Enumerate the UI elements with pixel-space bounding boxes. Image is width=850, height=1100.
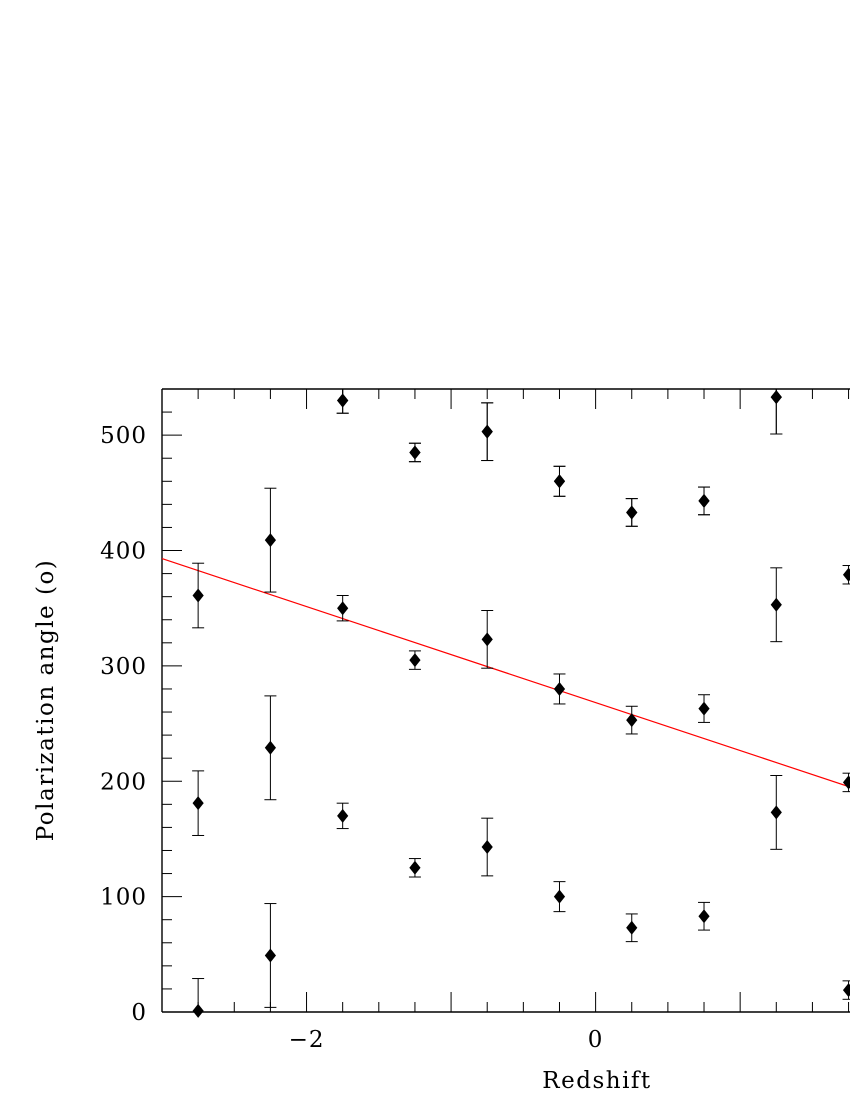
fit-line xyxy=(161,558,850,788)
diamond-marker xyxy=(698,909,710,924)
plot-frame xyxy=(161,388,850,1013)
diamond-marker xyxy=(409,860,421,875)
data-point xyxy=(336,802,349,830)
diamond-marker xyxy=(264,533,277,548)
data-point xyxy=(553,881,566,913)
tick-labels: −2 0 0 100 200 300 400 500 xyxy=(100,423,604,1053)
x-tick-label: −2 xyxy=(289,1027,325,1053)
data-point xyxy=(481,610,494,669)
data-point xyxy=(770,567,783,643)
diamond-marker xyxy=(770,390,782,405)
diamond-marker xyxy=(481,424,493,439)
diamond-marker xyxy=(626,920,638,935)
data-point xyxy=(192,770,205,836)
diamond-marker xyxy=(481,840,493,855)
y-tick-label: 0 xyxy=(131,1000,147,1026)
y-axis-title: Polarization angle (o) xyxy=(33,559,59,842)
data-point xyxy=(770,389,783,435)
data-point xyxy=(842,772,850,793)
data-point xyxy=(698,486,711,516)
diamond-marker xyxy=(337,808,349,823)
data-point xyxy=(264,695,277,801)
data-point xyxy=(408,442,421,463)
y-tick-label: 500 xyxy=(100,423,147,449)
data-point xyxy=(842,980,850,1000)
x-axis-title: Redshift xyxy=(542,1068,651,1094)
diamond-marker xyxy=(481,632,493,647)
diamond-marker xyxy=(409,445,421,460)
diamond-marker xyxy=(698,701,710,716)
data-point xyxy=(698,901,711,931)
fit-line-group xyxy=(161,558,850,788)
diamond-marker xyxy=(842,775,850,790)
data-point xyxy=(192,978,205,1018)
diamond-marker xyxy=(264,740,277,755)
data-point xyxy=(481,817,494,877)
diamond-marker xyxy=(698,493,710,508)
diamond-marker xyxy=(842,983,850,998)
diamond-marker xyxy=(337,393,349,408)
data-point xyxy=(408,650,421,670)
diamond-marker xyxy=(842,567,850,582)
axis-ticks xyxy=(161,388,850,1013)
diamond-marker xyxy=(626,713,638,728)
y-tick-label: 100 xyxy=(100,885,147,911)
data-point xyxy=(336,389,349,414)
data-point xyxy=(192,562,205,629)
data-point xyxy=(264,487,277,593)
diamond-marker xyxy=(192,1003,204,1018)
diamond-marker xyxy=(553,681,566,696)
data-point xyxy=(481,402,494,462)
diamond-marker xyxy=(192,588,204,603)
diamond-marker xyxy=(192,796,204,811)
y-tick-label: 200 xyxy=(100,769,147,795)
data-point xyxy=(770,774,783,850)
data-point xyxy=(264,903,277,1008)
diamond-marker xyxy=(553,474,566,489)
data-point xyxy=(408,858,421,878)
data-point xyxy=(625,913,638,943)
y-tick-label: 300 xyxy=(100,654,147,680)
data-point xyxy=(625,705,638,735)
data-point xyxy=(553,465,566,497)
diamond-marker xyxy=(553,889,566,904)
diamond-marker xyxy=(264,948,277,963)
x-tick-label: 0 xyxy=(588,1027,604,1053)
diamond-marker xyxy=(409,653,421,668)
data-points xyxy=(192,389,850,1018)
diamond-marker xyxy=(626,505,638,520)
diamond-marker xyxy=(770,805,782,820)
data-point xyxy=(553,673,566,705)
data-point xyxy=(698,694,711,723)
y-tick-label: 400 xyxy=(100,539,147,565)
data-point xyxy=(336,595,349,622)
diamond-marker xyxy=(337,601,349,616)
data-point xyxy=(625,498,638,527)
data-point xyxy=(842,565,850,585)
diamond-marker xyxy=(770,597,782,612)
